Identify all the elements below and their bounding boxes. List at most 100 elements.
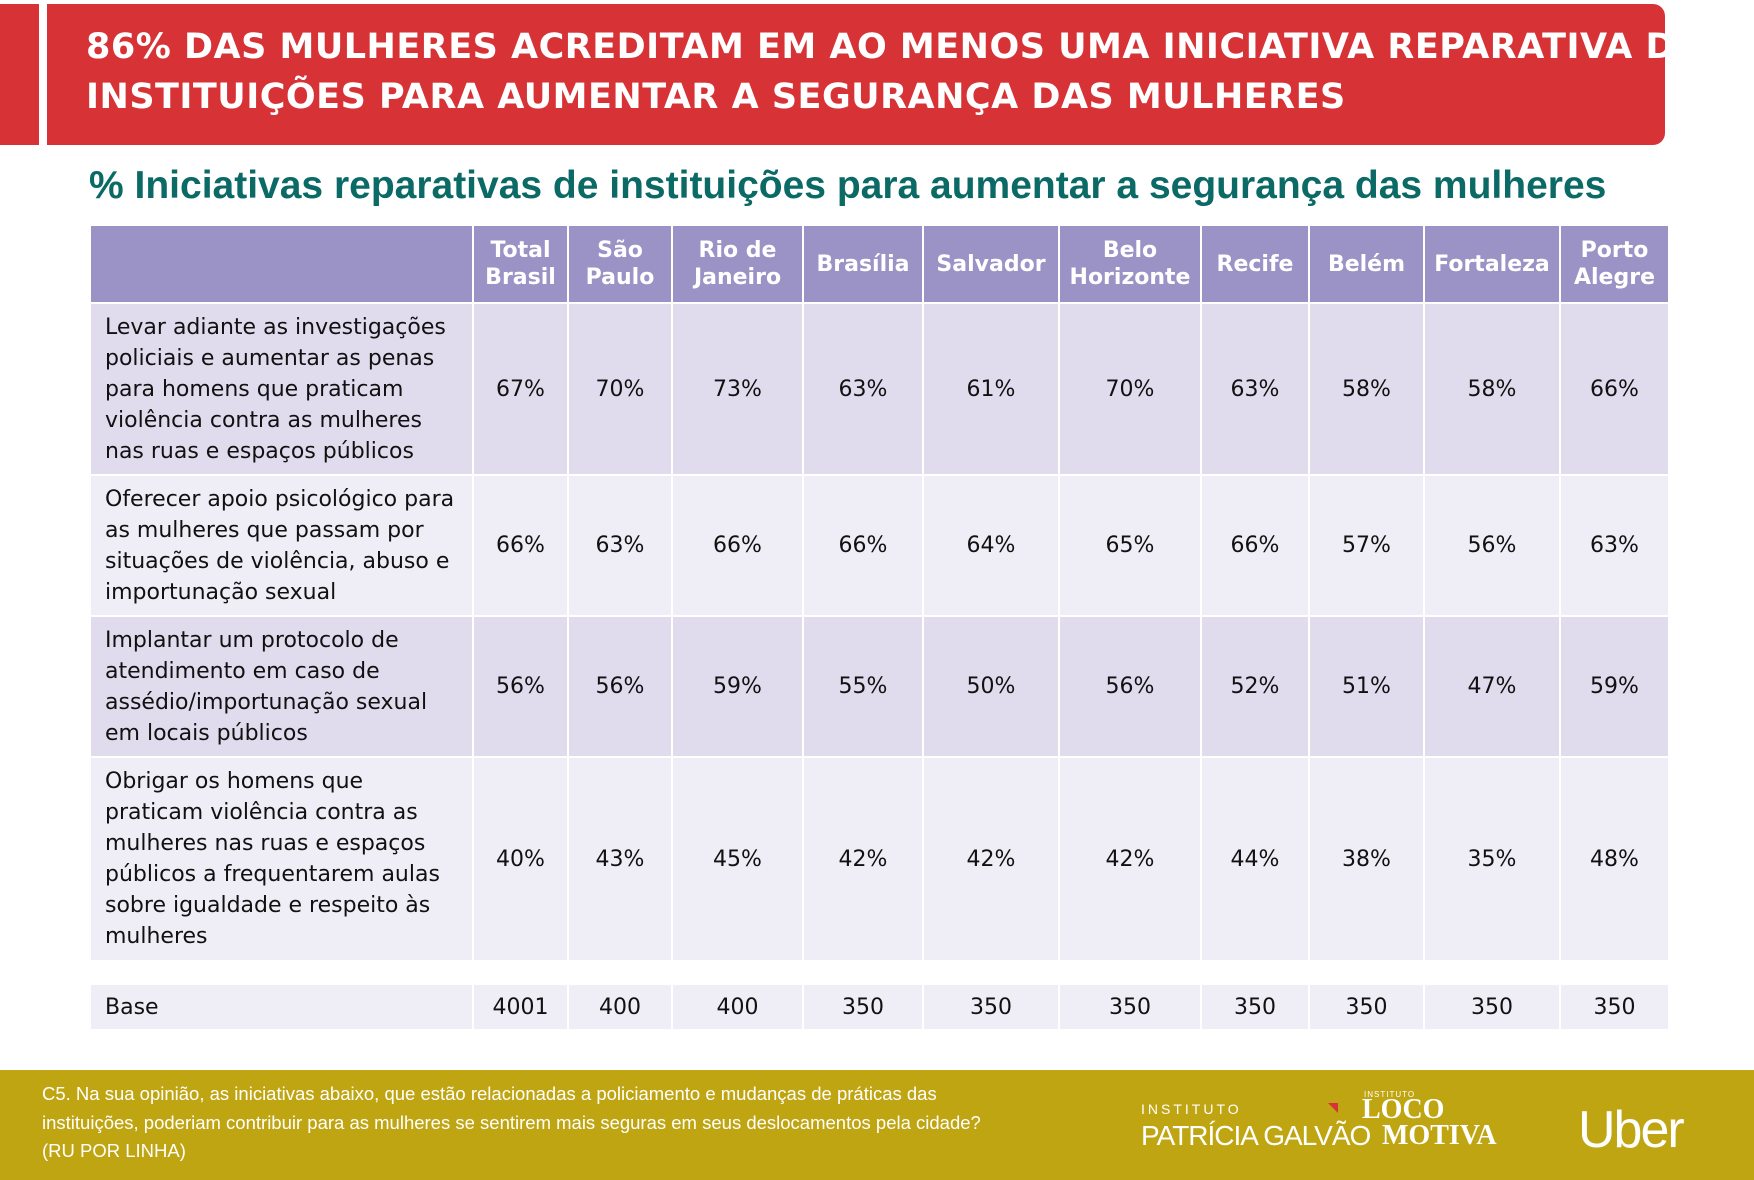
base-table: Base 4001 400 400 350 350 350 350 350 350 350 <box>89 983 1670 1031</box>
cell: 42% <box>802 756 924 962</box>
table-row: Obrigar os homens que praticam violência… <box>89 756 1670 962</box>
cell: 44% <box>1200 756 1310 962</box>
cell: 58% <box>1423 302 1561 476</box>
banner <box>47 4 1665 145</box>
cell: 66% <box>802 474 924 617</box>
column-header-line: Brasília <box>816 251 910 277</box>
column-header-line: Recife <box>1216 251 1294 277</box>
column-header: Belém <box>1308 224 1425 304</box>
logo-text: INSTITUTO <box>1364 1090 1416 1099</box>
cell: 73% <box>671 302 804 476</box>
column-header-line: Total <box>490 238 551 263</box>
logo-mark <box>1328 1103 1338 1113</box>
cell: 42% <box>922 756 1060 962</box>
row-label: Implantar um protocolo de atendimento em… <box>89 615 474 758</box>
header-row: Total Brasil São Paulo Rio de Janeiro Brasília… <box>89 224 1670 304</box>
column-header-line: São <box>597 238 643 263</box>
cell: 66% <box>472 474 569 617</box>
logo-text: INSTITUTO <box>1141 1101 1242 1117</box>
cell: 56% <box>472 615 569 758</box>
cell: 63% <box>567 474 673 617</box>
title: 86% DAS MULHERES ACREDITAM EM AO MENOS U… <box>86 22 1699 122</box>
base-cell: 350 <box>1308 983 1425 1031</box>
cell: 45% <box>671 756 804 962</box>
cell: 50% <box>922 615 1060 758</box>
base-cell: 350 <box>1423 983 1561 1031</box>
column-header: Salvador <box>922 224 1060 304</box>
cell: 40% <box>472 756 569 962</box>
cell: 52% <box>1200 615 1310 758</box>
footer-note: C5. Na sua opinião, as iniciativas abaix… <box>42 1083 981 1161</box>
base-cell: 350 <box>1058 983 1202 1031</box>
column-header-line: Brasil <box>485 265 556 290</box>
cell: 64% <box>922 474 1060 617</box>
base-cell: 400 <box>567 983 673 1031</box>
footer <box>0 1070 1754 1180</box>
base-cell: 350 <box>802 983 924 1031</box>
column-header: Fortaleza <box>1423 224 1561 304</box>
cell: 51% <box>1308 615 1425 758</box>
column-header: Belo Horizonte <box>1058 224 1202 304</box>
column-header-line: Horizonte <box>1069 265 1191 290</box>
column-header-line: Porto <box>1580 238 1649 263</box>
logo-text: PATRÍCIA GALVÃO <box>1141 1120 1371 1151</box>
base-cell: 350 <box>922 983 1060 1031</box>
cell: 57% <box>1308 474 1425 617</box>
column-header-line: Paulo <box>585 265 655 290</box>
column-header-line: Belo <box>1102 238 1158 263</box>
base-cell: 350 <box>1559 983 1670 1031</box>
table-row: Oferecer apoio psicológico para as mulhe… <box>89 474 1670 617</box>
cell: 70% <box>1058 302 1202 476</box>
column-header-line: Salvador <box>936 251 1046 277</box>
column-header: Porto Alegre <box>1559 224 1670 304</box>
subtitle: % Iniciativas reparativas de instituiçõe… <box>89 164 1607 207</box>
table-row: Levar adiante as investigações policiais… <box>89 302 1670 476</box>
base-cell: 400 <box>671 983 804 1031</box>
cell: 56% <box>567 615 673 758</box>
cell: 38% <box>1308 756 1425 962</box>
cell: 63% <box>1200 302 1310 476</box>
row-label: Oferecer apoio psicológico para as mulhe… <box>89 474 474 617</box>
cell: 63% <box>1559 474 1670 617</box>
cell: 70% <box>567 302 673 476</box>
base-row: Base 4001 400 400 350 350 350 350 350 350 350 <box>89 983 1670 1031</box>
cell: 61% <box>922 302 1060 476</box>
column-header: Total Brasil <box>472 224 569 304</box>
cell: 58% <box>1308 302 1425 476</box>
column-header-line: Fortaleza <box>1434 251 1550 277</box>
cell: 66% <box>1200 474 1310 617</box>
column-header: São Paulo <box>567 224 673 304</box>
cell: 42% <box>1058 756 1202 962</box>
title-line: INSTITUIÇÕES PARA AUMENTAR A SEGURANÇA D… <box>86 77 1346 117</box>
column-header: Recife <box>1200 224 1310 304</box>
base-label: Base <box>89 983 474 1031</box>
banner-accent <box>0 4 39 145</box>
cell: 59% <box>1559 615 1670 758</box>
base-cell: 350 <box>1200 983 1310 1031</box>
column-header: Brasília <box>802 224 924 304</box>
logo-text: MOTIVA <box>1382 1120 1497 1151</box>
cell: 43% <box>567 756 673 962</box>
cell: 66% <box>671 474 804 617</box>
column-header-line: Belém <box>1327 251 1406 277</box>
column-header: Rio de Janeiro <box>671 224 804 304</box>
cell: 67% <box>472 302 569 476</box>
header-cell <box>89 224 474 304</box>
data-table: Total Brasil São Paulo Rio de Janeiro Brasília… <box>89 224 1670 962</box>
cell: 59% <box>671 615 804 758</box>
cell: 47% <box>1423 615 1561 758</box>
base-cell: 4001 <box>472 983 569 1031</box>
cell: 66% <box>1559 302 1670 476</box>
column-header-line: Rio de <box>698 238 777 263</box>
cell: 35% <box>1423 756 1561 962</box>
table-row: Implantar um protocolo de atendimento em… <box>89 615 1670 758</box>
row-label: Obrigar os homens que praticam violência… <box>89 756 474 962</box>
logo-text: Uber <box>1578 1101 1685 1159</box>
cell: 56% <box>1423 474 1561 617</box>
cell: 48% <box>1559 756 1670 962</box>
cell: 56% <box>1058 615 1202 758</box>
title-line: 86% DAS MULHERES ACREDITAM EM AO MENOS U… <box>86 27 1700 67</box>
cell: 55% <box>802 615 924 758</box>
row-label: Levar adiante as investigações policiais… <box>89 302 474 476</box>
